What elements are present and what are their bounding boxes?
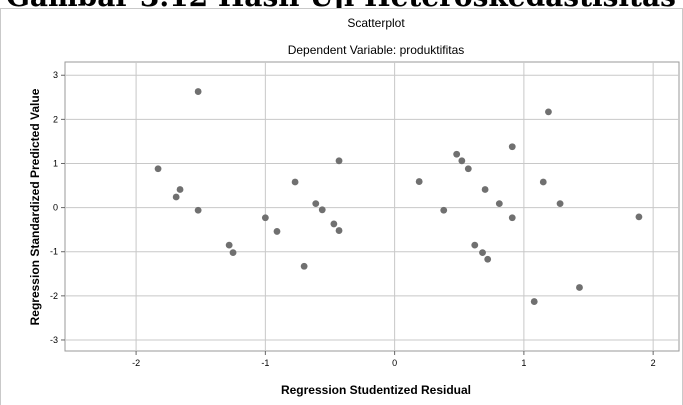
y-axis-label: Regression Standardized Predicted Value: [28, 88, 42, 325]
scatter-point: [545, 108, 552, 116]
scatter-point: [172, 193, 180, 201]
scatter-point: [330, 220, 338, 228]
y-tick-label: 0: [53, 203, 58, 213]
scatter-point: [229, 249, 237, 257]
scatter-point: [495, 200, 503, 208]
outer-frame-left: [0, 8, 1, 405]
x-tick-label: 0: [392, 358, 397, 368]
x-tick-label: -2: [132, 358, 140, 368]
scatter-point: [458, 157, 466, 165]
chart-subtitle: Dependent Variable: produktifitas: [288, 43, 465, 57]
scatter-point: [479, 249, 486, 257]
scatter-point: [453, 150, 461, 158]
scatter-point: [176, 186, 184, 193]
grid-lines: [65, 62, 679, 351]
scatter-point: [530, 298, 538, 305]
scatter-point: [415, 178, 423, 185]
scatter-point: [194, 206, 202, 214]
scatter-point: [484, 255, 492, 263]
x-tick-label: -1: [261, 358, 269, 368]
scatter-point: [471, 241, 479, 249]
y-tick-label: 2: [53, 114, 58, 124]
scatter-point: [300, 262, 308, 270]
page-heading: Gambar 3.12 Hasil Uji Heteroskedastisita…: [0, 0, 683, 8]
y-tick-label: 3: [53, 70, 58, 80]
data-points: [154, 88, 643, 305]
scatter-point: [225, 241, 233, 249]
scatter-point: [194, 88, 202, 95]
scatter-point: [576, 284, 583, 291]
chart-title: Scatterplot: [347, 16, 405, 30]
scatter-point: [635, 213, 643, 221]
scatter-point: [273, 228, 281, 235]
scatter-point: [291, 178, 299, 186]
scatter-point: [508, 143, 516, 151]
scatter-point: [440, 206, 448, 214]
scatter-point: [312, 200, 320, 208]
scatter-point: [318, 206, 326, 214]
scatter-point: [464, 165, 472, 173]
x-axis-label: Regression Studentized Residual: [281, 383, 471, 397]
y-tick-label: -3: [50, 335, 58, 345]
scatter-point: [335, 157, 343, 165]
axis-ticks: -2 -1 0 1 2 -3 -2 -1 0 1 2 3: [50, 70, 656, 368]
scatter-point: [261, 214, 269, 222]
scatter-point: [508, 214, 516, 222]
outer-frame-top: [0, 8, 683, 9]
scatter-point: [335, 227, 343, 234]
y-tick-label: 1: [53, 158, 58, 168]
y-tick-label: -1: [50, 247, 58, 257]
y-tick-label: -2: [50, 291, 58, 301]
scatter-point: [154, 165, 162, 173]
scatter-point: [556, 200, 564, 208]
x-tick-label: 2: [651, 358, 656, 368]
plot-area: [64, 61, 680, 352]
scatter-point: [539, 178, 547, 186]
x-tick-label: 1: [521, 358, 526, 368]
scatter-point: [481, 186, 489, 193]
